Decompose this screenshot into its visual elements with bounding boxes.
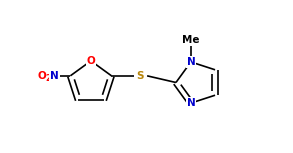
Text: O: O: [38, 71, 46, 81]
Text: S: S: [137, 71, 144, 81]
Text: Me: Me: [182, 35, 200, 45]
Text: O: O: [86, 56, 95, 66]
Text: N: N: [50, 71, 59, 81]
Text: N: N: [187, 57, 195, 67]
Text: 2: 2: [45, 74, 51, 83]
Text: N: N: [187, 98, 195, 108]
